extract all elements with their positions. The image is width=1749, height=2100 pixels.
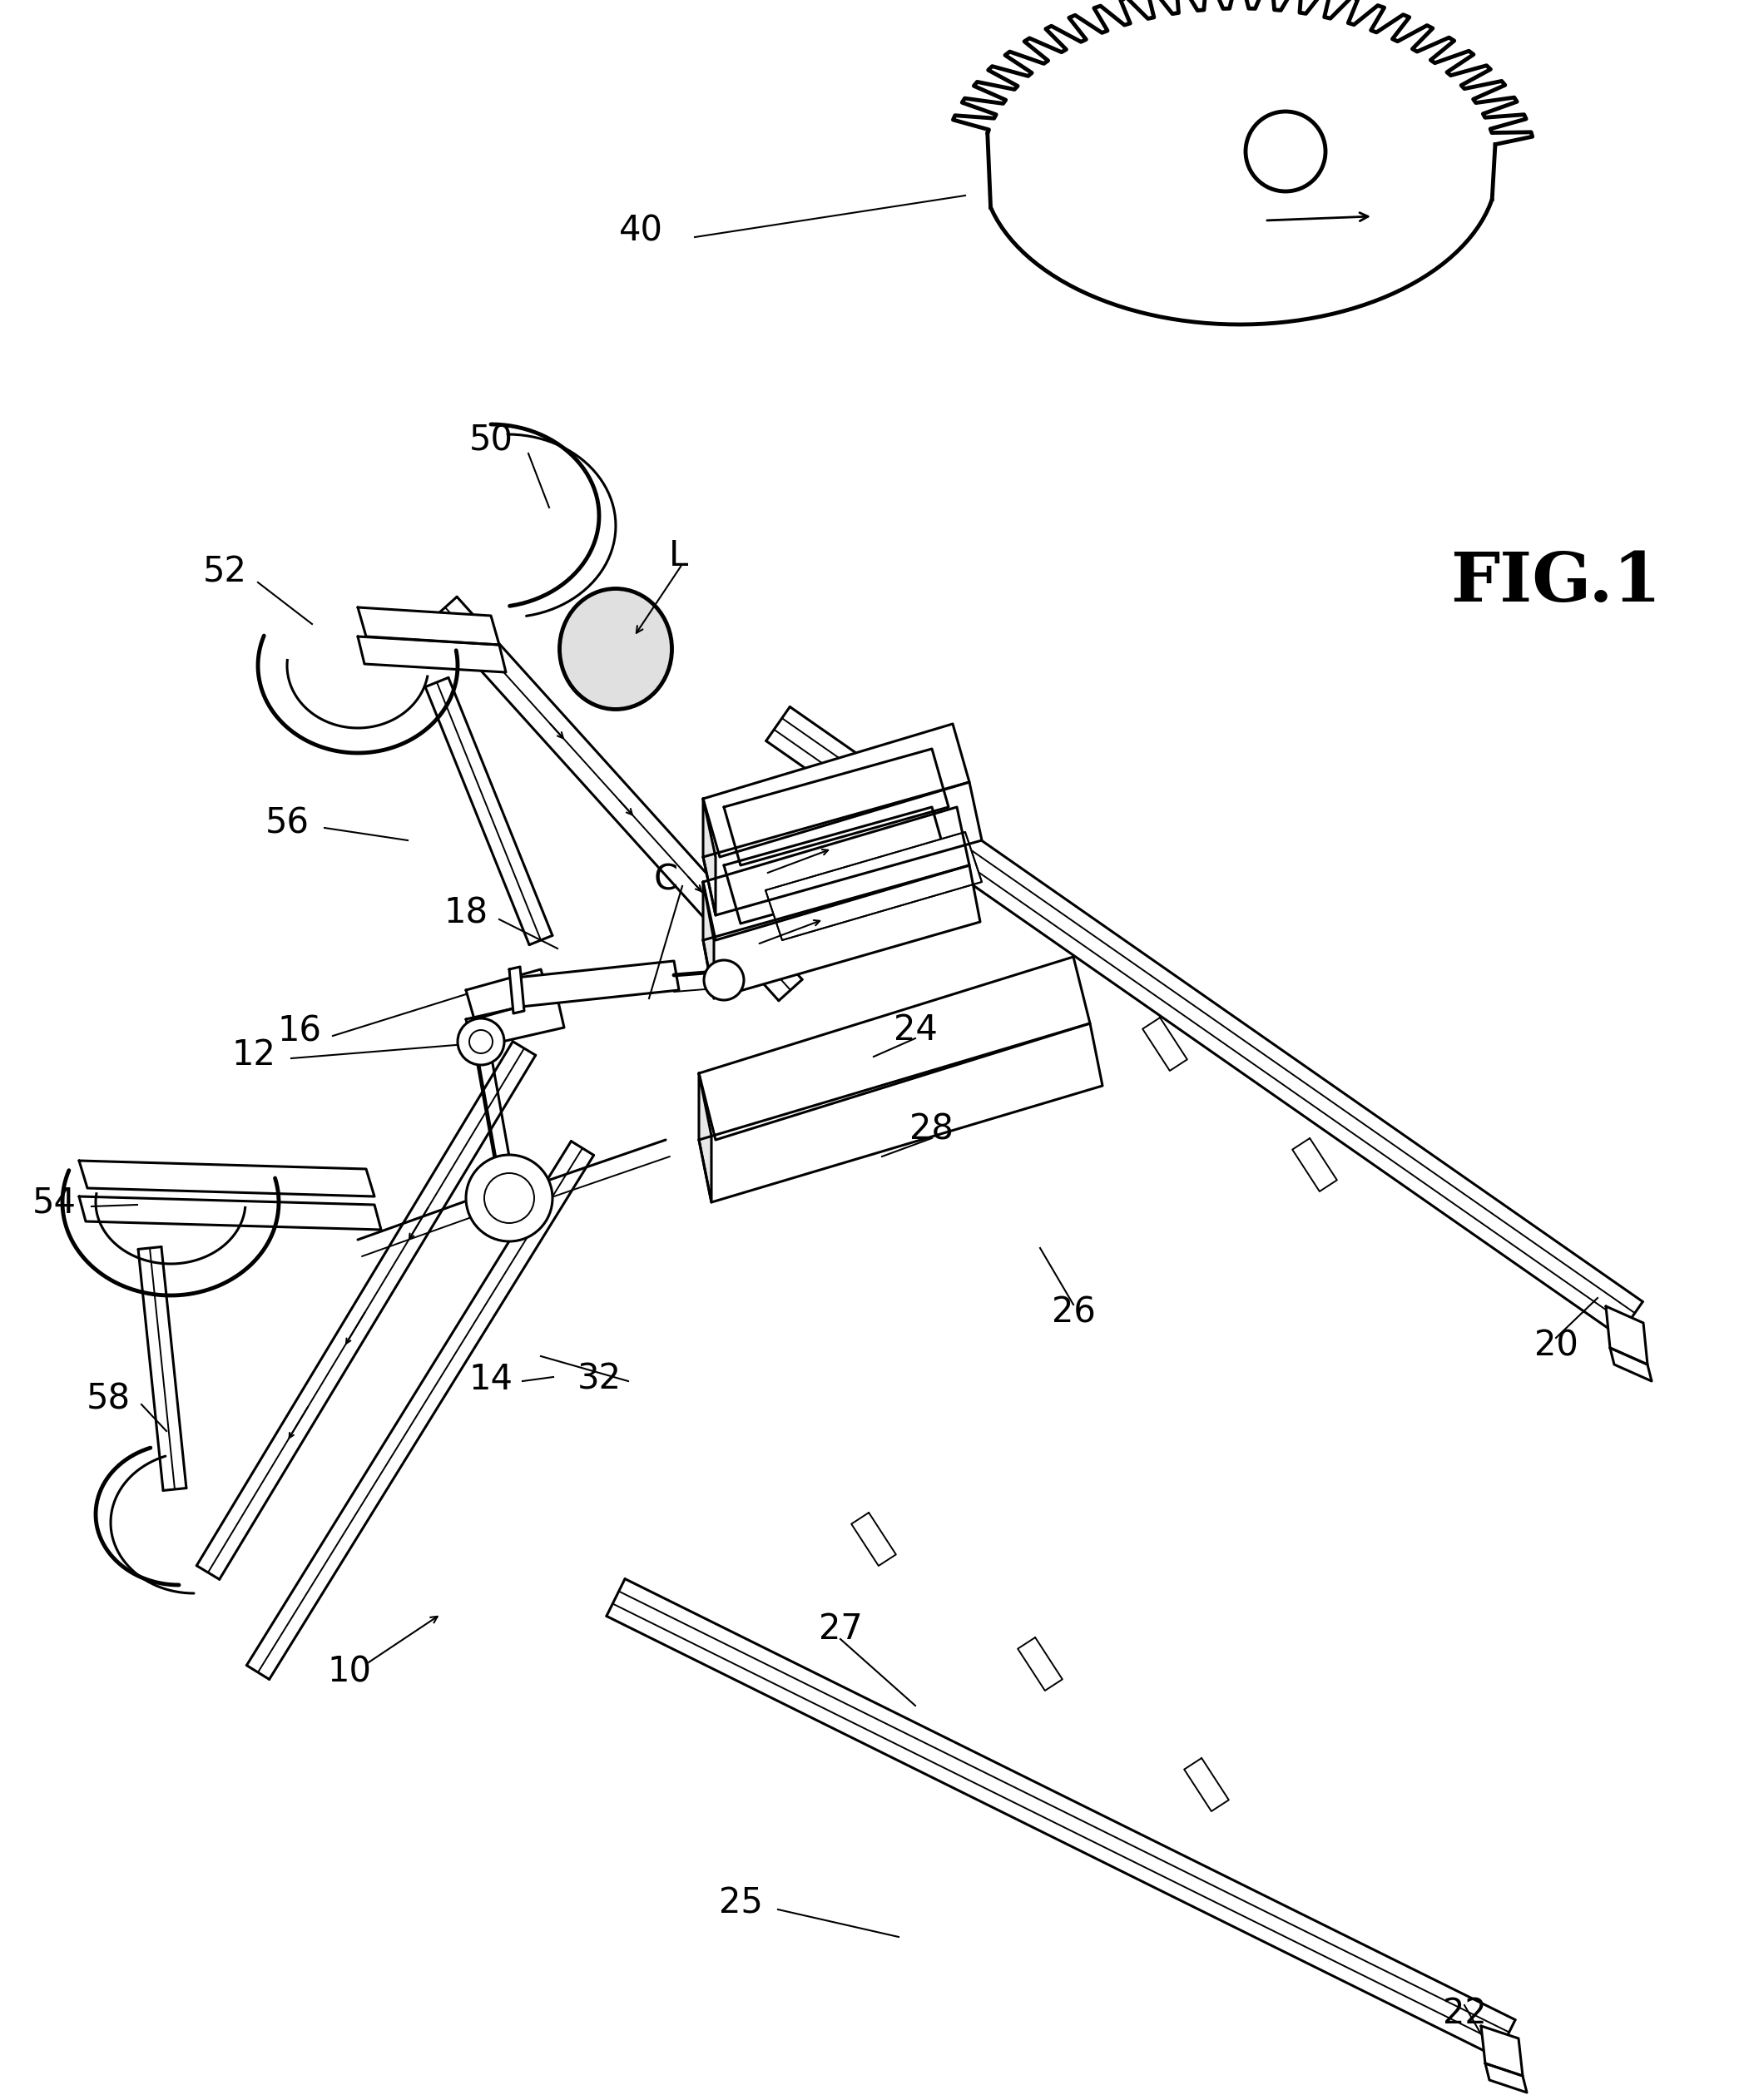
Polygon shape bbox=[1481, 2026, 1523, 2077]
Polygon shape bbox=[766, 832, 981, 941]
Polygon shape bbox=[516, 962, 679, 1006]
Polygon shape bbox=[465, 997, 565, 1048]
Circle shape bbox=[1245, 111, 1326, 191]
Circle shape bbox=[458, 1018, 504, 1065]
Text: 54: 54 bbox=[31, 1184, 77, 1220]
Text: 26: 26 bbox=[1051, 1296, 1095, 1331]
Text: 52: 52 bbox=[203, 554, 247, 590]
Text: 32: 32 bbox=[577, 1363, 621, 1396]
Text: 56: 56 bbox=[266, 806, 310, 842]
Ellipse shape bbox=[560, 588, 672, 710]
Text: 10: 10 bbox=[327, 1655, 371, 1691]
Polygon shape bbox=[359, 607, 498, 645]
Text: 12: 12 bbox=[233, 1037, 276, 1073]
Text: 50: 50 bbox=[469, 424, 512, 458]
Polygon shape bbox=[724, 865, 948, 983]
Polygon shape bbox=[1485, 2064, 1527, 2092]
Polygon shape bbox=[79, 1197, 381, 1231]
Polygon shape bbox=[852, 1512, 895, 1567]
Polygon shape bbox=[1611, 1348, 1651, 1382]
Polygon shape bbox=[703, 781, 981, 916]
Text: 58: 58 bbox=[86, 1382, 129, 1418]
Polygon shape bbox=[607, 1579, 1515, 2058]
Polygon shape bbox=[703, 806, 969, 941]
Text: 28: 28 bbox=[909, 1113, 953, 1147]
Polygon shape bbox=[724, 806, 948, 924]
Polygon shape bbox=[766, 708, 1642, 1336]
Text: 18: 18 bbox=[444, 897, 488, 930]
Text: 27: 27 bbox=[819, 1611, 862, 1646]
Polygon shape bbox=[1293, 1138, 1336, 1191]
Text: 40: 40 bbox=[619, 214, 663, 248]
Polygon shape bbox=[247, 1140, 593, 1680]
Polygon shape bbox=[359, 636, 505, 672]
Polygon shape bbox=[465, 970, 549, 1018]
Polygon shape bbox=[703, 798, 715, 916]
Text: C: C bbox=[654, 863, 679, 897]
Polygon shape bbox=[1606, 1306, 1648, 1365]
Circle shape bbox=[703, 960, 743, 1000]
Circle shape bbox=[465, 1155, 553, 1241]
Text: FIG.1: FIG.1 bbox=[1450, 548, 1662, 615]
Polygon shape bbox=[953, 0, 1532, 326]
Polygon shape bbox=[1184, 1758, 1230, 1812]
Polygon shape bbox=[703, 724, 969, 857]
Text: 24: 24 bbox=[894, 1012, 937, 1048]
Polygon shape bbox=[434, 596, 803, 1002]
Polygon shape bbox=[138, 1247, 187, 1491]
Text: L: L bbox=[668, 538, 687, 573]
Polygon shape bbox=[509, 966, 525, 1014]
Polygon shape bbox=[703, 865, 979, 997]
Text: 16: 16 bbox=[278, 1014, 322, 1050]
Polygon shape bbox=[700, 1073, 712, 1203]
Polygon shape bbox=[1142, 1018, 1188, 1071]
Text: 25: 25 bbox=[719, 1886, 763, 1922]
Text: 22: 22 bbox=[1443, 1995, 1487, 2031]
Polygon shape bbox=[425, 678, 553, 945]
Polygon shape bbox=[196, 1042, 535, 1579]
Polygon shape bbox=[700, 1023, 1102, 1203]
Polygon shape bbox=[700, 958, 1090, 1140]
Text: 14: 14 bbox=[469, 1363, 512, 1396]
Polygon shape bbox=[703, 882, 714, 997]
Polygon shape bbox=[79, 1161, 374, 1197]
Polygon shape bbox=[724, 750, 948, 865]
Text: 20: 20 bbox=[1534, 1329, 1578, 1363]
Polygon shape bbox=[1018, 1638, 1062, 1691]
